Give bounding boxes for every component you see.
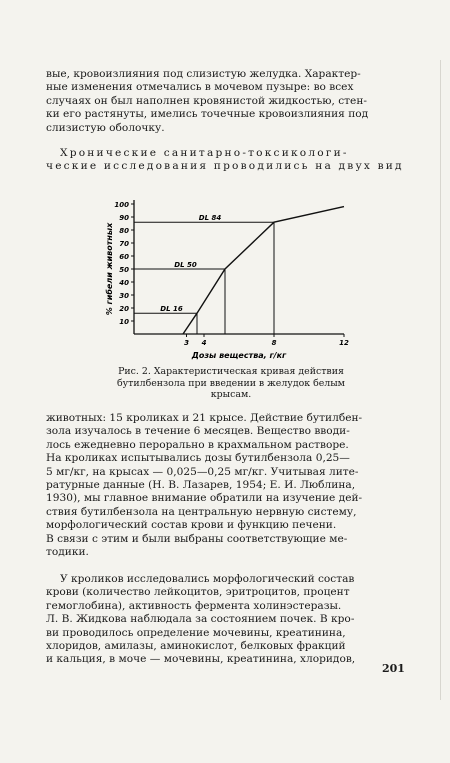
text-line: Хронические санитарно-токсикологи- xyxy=(60,147,349,159)
dose-marker-label: DL 50 xyxy=(174,261,197,269)
text-line: 5 мг/кг, на крысах — 0,025—0,25 мг/кг. У… xyxy=(46,465,359,478)
y-tick-label: 90 xyxy=(119,214,129,222)
text-line: зола изучалось в течение 6 месяцев. Веще… xyxy=(46,425,350,438)
figure-caption: Рис. 2. Характеристическая кривая действ… xyxy=(96,366,366,401)
text-line: ствия бутилбензола на центральную нервну… xyxy=(46,505,357,518)
y-tick-label: 100 xyxy=(114,201,129,209)
paragraph-middle: животных: 15 кроликах и 21 крысе. Действ… xyxy=(46,412,404,559)
y-tick-label: 70 xyxy=(119,240,129,248)
y-tick-label: 80 xyxy=(119,227,129,235)
text-line: животных: 15 кроликах и 21 крысе. Действ… xyxy=(46,412,363,424)
y-tick-label: 30 xyxy=(119,292,129,300)
page-edge xyxy=(440,60,441,700)
section-heading-paragraph: Хронические санитарно-токсикологи- чески… xyxy=(46,147,404,174)
text-line: На кроликах испытывались дозы бутилбензо… xyxy=(46,452,350,465)
x-tick-label: 4 xyxy=(202,339,207,347)
text-line: ческие исследования проводились на двух … xyxy=(46,160,404,173)
text-line: ви проводилось определение мочевины, кре… xyxy=(46,626,346,639)
text-line: тодики. xyxy=(46,546,89,559)
x-tick-label: 3 xyxy=(184,339,189,347)
text-line: ные изменения отмечались в мочевом пузыр… xyxy=(46,81,354,94)
text-line: ратурные данные (Н. В. Лазарев, 1954; Е.… xyxy=(46,479,356,492)
text-line: крови (количество лейкоцитов, эритроцито… xyxy=(46,586,350,599)
dose-marker-label: DL 16 xyxy=(160,305,183,313)
paragraph-top: вые, кровоизлияния под слизистую желудка… xyxy=(46,68,404,135)
caption-line: бутилбензола при введении в желудок белы… xyxy=(117,377,345,389)
page-number: 201 xyxy=(382,662,405,675)
y-axis-label: % гибели животных xyxy=(104,222,114,315)
x-tick-label: 8 xyxy=(272,339,277,347)
text-line: Л. В. Жидкова наблюдала за состоянием по… xyxy=(46,613,355,626)
dose-response-curve xyxy=(182,205,345,335)
y-tick-label: 40 xyxy=(119,279,129,287)
x-tick-label: 12 xyxy=(339,339,349,347)
y-tick-label: 10 xyxy=(119,318,129,326)
y-tick-label: 60 xyxy=(119,253,129,261)
dose-marker-label: DL 84 xyxy=(199,214,222,222)
caption-line: крысам. xyxy=(210,389,252,401)
x-axis-label: Дозы вещества, г/кг xyxy=(191,351,287,360)
text-line: лось ежедневно перорально в крахмальном … xyxy=(46,438,349,451)
dose-response-chart: 10 20 30 40 50 60 70 80 90 100 3 4 8 12 Дозы вещества,… xyxy=(104,200,349,360)
text-line: случаях он был наполнен кровянистой жидк… xyxy=(46,94,367,107)
text-line: хлоридов, амилазы, аминокислот, белковых… xyxy=(46,640,346,653)
text-line: морфологический состав крови и функцию п… xyxy=(46,519,337,532)
caption-line: Рис. 2. Характеристическая кривая действ… xyxy=(118,366,344,377)
text-line: вые, кровоизлияния под слизистую желудка… xyxy=(46,68,361,80)
y-tick-label: 50 xyxy=(119,266,129,274)
text-line: слизистую оболочку. xyxy=(46,121,165,134)
paragraph-bottom: У кроликов исследовались морфологический… xyxy=(46,573,404,667)
y-tick-label: 20 xyxy=(119,305,129,313)
text-line: ки его растянуты, имелись точечные крово… xyxy=(46,108,369,121)
text-line: У кроликов исследовались морфологический… xyxy=(60,573,355,585)
text-line: и кальция, в моче — мочевины, креатинина… xyxy=(46,653,356,666)
text-line: гемоглобина), активность фермента холинэ… xyxy=(46,599,342,612)
text-line: 1930), мы главное внимание обратили на и… xyxy=(46,492,363,505)
text-line: В связи с этим и были выбраны соответств… xyxy=(46,532,348,545)
